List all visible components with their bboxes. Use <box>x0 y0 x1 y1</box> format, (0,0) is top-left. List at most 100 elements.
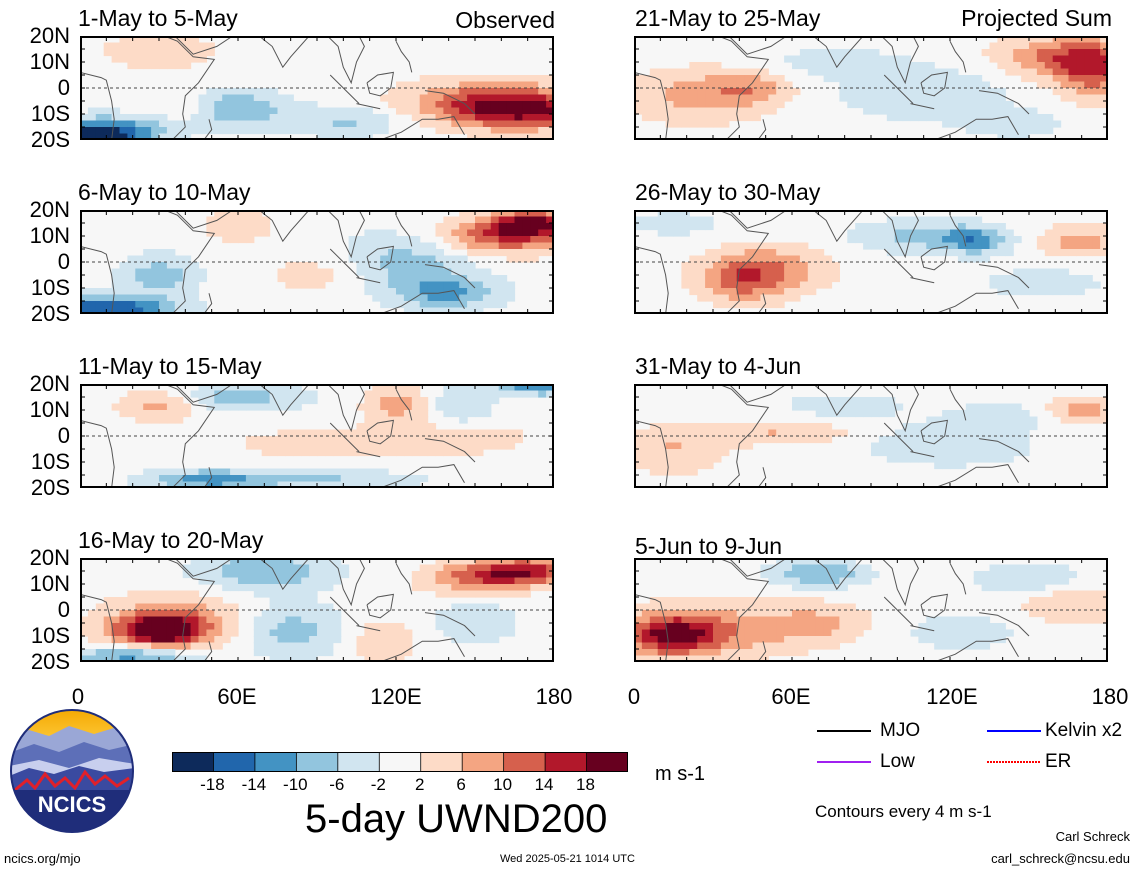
uwnd-cell <box>1036 49 1046 57</box>
uwnd-cell <box>498 88 508 96</box>
uwnd-cell <box>760 81 769 89</box>
uwnd-cell <box>1060 288 1070 296</box>
uwnd-cell <box>744 81 754 89</box>
uwnd-cell <box>697 81 706 89</box>
uwnd-cell <box>143 268 152 276</box>
uwnd-cell <box>902 436 912 444</box>
uwnd-cell <box>728 281 738 289</box>
uwnd-cell <box>198 307 207 314</box>
uwnd-cell <box>989 242 998 250</box>
uwnd-cell <box>159 294 168 302</box>
uwnd-cell <box>301 649 310 657</box>
uwnd-cell <box>546 558 554 566</box>
uwnd-cell <box>1052 603 1062 611</box>
uwnd-cell <box>127 403 136 411</box>
coastline <box>329 74 360 104</box>
uwnd-cell <box>324 133 334 140</box>
uwnd-cell <box>886 410 896 418</box>
uwnd-cell <box>135 294 144 302</box>
uwnd-cell <box>324 584 334 592</box>
uwnd-cell <box>459 75 468 83</box>
legend-low: Low <box>880 751 915 772</box>
uwnd-cell <box>332 127 342 135</box>
uwnd-cell <box>728 275 738 283</box>
uwnd-cell <box>665 216 675 224</box>
uwnd-cell <box>490 616 500 624</box>
uwnd-cell <box>411 94 421 102</box>
uwnd-cell <box>1084 236 1093 244</box>
uwnd-cell <box>198 603 207 611</box>
uwnd-cell <box>918 223 927 231</box>
uwnd-cell <box>530 94 539 102</box>
uwnd-cell <box>847 236 856 244</box>
uwnd-cell <box>506 577 516 585</box>
uwnd-cell <box>538 114 547 122</box>
uwnd-cell <box>981 636 991 644</box>
uwnd-cell <box>135 590 144 598</box>
uwnd-cell <box>673 623 682 631</box>
uwnd-cell <box>269 127 279 135</box>
uwnd-cell <box>277 636 286 644</box>
uwnd-cell <box>475 107 484 115</box>
uwnd-cell <box>143 127 152 135</box>
uwnd-cell <box>380 275 389 283</box>
uwnd-cell <box>245 223 255 231</box>
uwnd-cell <box>950 616 959 624</box>
uwnd-cell <box>419 449 429 457</box>
uwnd-cell <box>1021 577 1030 585</box>
uwnd-cell <box>1036 268 1046 276</box>
uwnd-cell <box>784 88 793 96</box>
uwnd-cell <box>459 616 468 624</box>
uwnd-cell <box>673 649 682 657</box>
uwnd-cell <box>744 288 754 296</box>
uwnd-cell <box>467 403 476 411</box>
uwnd-cell <box>950 88 959 96</box>
uwnd-cell <box>1005 62 1014 70</box>
uwnd-cell <box>1084 42 1093 50</box>
uwnd-cell <box>697 610 706 618</box>
uwnd-cell <box>957 642 967 650</box>
uwnd-cell <box>467 88 476 96</box>
uwnd-cell <box>784 94 793 102</box>
uwnd-cell <box>245 475 255 483</box>
uwnd-cell <box>934 216 943 224</box>
uwnd-cell <box>459 590 468 598</box>
uwnd-cell <box>498 294 508 302</box>
uwnd-cell <box>736 107 746 115</box>
uwnd-cell <box>1052 403 1062 411</box>
uwnd-cell <box>649 94 659 102</box>
uwnd-cell <box>427 242 437 250</box>
uwnd-cell <box>427 275 437 283</box>
uwnd-cell <box>372 249 381 257</box>
uwnd-cell <box>752 642 761 650</box>
uwnd-cell <box>934 249 943 257</box>
uwnd-cell <box>871 229 880 237</box>
uwnd-cell <box>135 636 144 644</box>
uwnd-cell <box>950 107 959 115</box>
uwnd-cell <box>475 101 484 109</box>
uwnd-cell <box>419 397 429 405</box>
uwnd-cell <box>261 468 271 476</box>
uwnd-cell <box>427 94 437 102</box>
uwnd-cell <box>681 216 690 224</box>
uwnd-cell <box>269 468 279 476</box>
uwnd-cell <box>831 55 840 63</box>
uwnd-cell <box>443 584 452 592</box>
uwnd-cell <box>1052 397 1062 405</box>
uwnd-cell <box>340 107 350 115</box>
uwnd-cell <box>159 403 168 411</box>
uwnd-cell <box>799 249 809 257</box>
uwnd-cell <box>427 75 437 83</box>
uwnd-cell <box>214 88 223 96</box>
uwnd-cell <box>950 410 959 418</box>
uwnd-cell <box>443 120 452 128</box>
uwnd-cell <box>435 449 444 457</box>
uwnd-cell <box>253 481 263 488</box>
uwnd-cell <box>190 597 200 605</box>
uwnd-cell <box>459 242 468 250</box>
uwnd-cell <box>127 390 136 398</box>
uwnd-cell <box>514 242 523 250</box>
uwnd-cell <box>768 101 777 109</box>
uwnd-cell <box>634 107 643 115</box>
uwnd-cell <box>159 307 168 314</box>
